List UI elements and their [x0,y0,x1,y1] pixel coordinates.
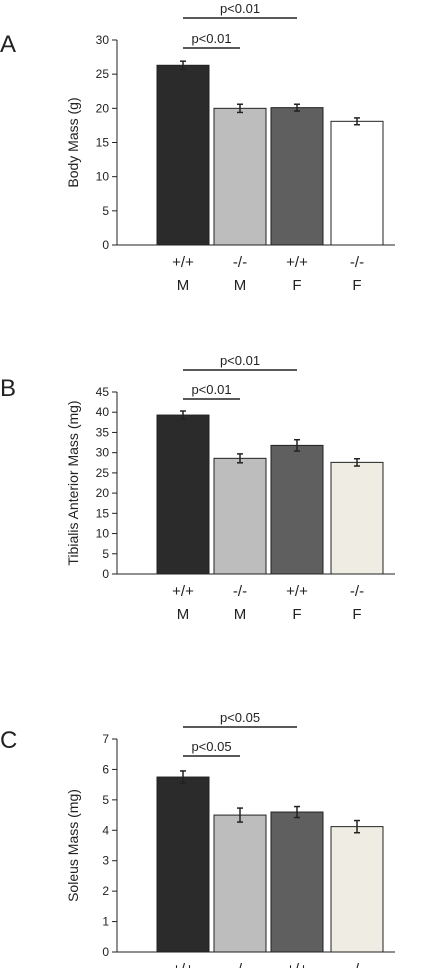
category-sex-label: M [177,277,190,294]
category-sex-label: M [177,606,190,623]
panel-letter: C [0,727,17,754]
category-genotype-label: +/+ [172,961,194,968]
bar [330,461,384,575]
category-sex-label: F [292,277,301,294]
bar [330,120,384,246]
category-genotype-label: -/- [233,583,247,600]
y-tick-label: 40 [96,405,110,419]
y-axis-label: Body Mass (g) [65,97,81,187]
panel-letter: A [0,31,16,58]
y-tick-label: 30 [96,446,110,460]
category-genotype-label: +/+ [286,583,308,600]
y-tick-label: 7 [102,732,109,746]
y-tick-label: 0 [102,945,109,959]
bar [213,457,267,575]
y-tick-label: 25 [96,466,110,480]
significance-label: p<0.01 [220,353,260,368]
significance-label: p<0.01 [220,1,260,16]
panel-letter: B [0,375,16,402]
y-tick-label: 0 [102,238,109,252]
y-tick-label: 3 [102,854,109,868]
y-tick-label: 45 [96,385,110,399]
category-sex-label: F [352,277,361,294]
category-genotype-label: -/- [233,254,247,271]
y-tick-label: 5 [102,793,109,807]
y-tick-label: 20 [96,101,110,115]
y-tick-label: 10 [96,527,110,541]
y-axis-label: Soleus Mass (mg) [65,789,81,902]
y-tick-label: 6 [102,762,109,776]
bar [156,776,210,953]
significance-label: p<0.01 [191,31,231,46]
category-genotype-label: +/+ [286,961,308,968]
category-sex-label: F [352,606,361,623]
bar [270,444,324,575]
bar [156,64,210,246]
category-genotype-label: -/- [350,583,364,600]
y-tick-label: 15 [96,136,110,150]
category-genotype-label: +/+ [172,583,194,600]
y-tick-label: 2 [102,884,109,898]
y-tick-label: 35 [96,425,110,439]
category-sex-label: M [234,277,247,294]
y-tick-label: 4 [102,823,109,837]
y-tick-label: 10 [96,170,110,184]
category-genotype-label: +/+ [172,254,194,271]
y-tick-label: 5 [102,547,109,561]
significance-label: p<0.05 [220,710,260,725]
bar [213,107,267,246]
y-tick-label: 5 [102,204,109,218]
category-sex-label: F [292,606,301,623]
y-tick-label: 15 [96,506,110,520]
category-genotype-label: -/- [350,961,364,968]
y-tick-label: 1 [102,915,109,929]
category-genotype-label: -/- [233,961,247,968]
chart-panel-b: B 0 5 10 15 20 25 30 35 40 45 Tibialis Anterior Mas… [0,353,395,623]
y-tick-label: 25 [96,67,110,81]
bar [270,107,324,246]
y-tick-label: 20 [96,486,110,500]
category-genotype-label: +/+ [286,254,308,271]
chart-panel-a: A 0 5 10 15 20 25 30 Body Mass (g) +/+ M -/- M +/+ F -/… [0,1,395,294]
y-tick-label: 0 [102,567,109,581]
category-sex-label: M [234,606,247,623]
significance-label: p<0.01 [191,382,231,397]
category-genotype-label: -/- [350,254,364,271]
y-tick-label: 30 [96,33,110,47]
bar [330,826,384,953]
y-axis-label: Tibialis Anterior Mass (mg) [65,400,81,565]
significance-label: p<0.05 [191,739,231,754]
bar [213,814,267,953]
bar [270,811,324,953]
bar [156,414,210,575]
